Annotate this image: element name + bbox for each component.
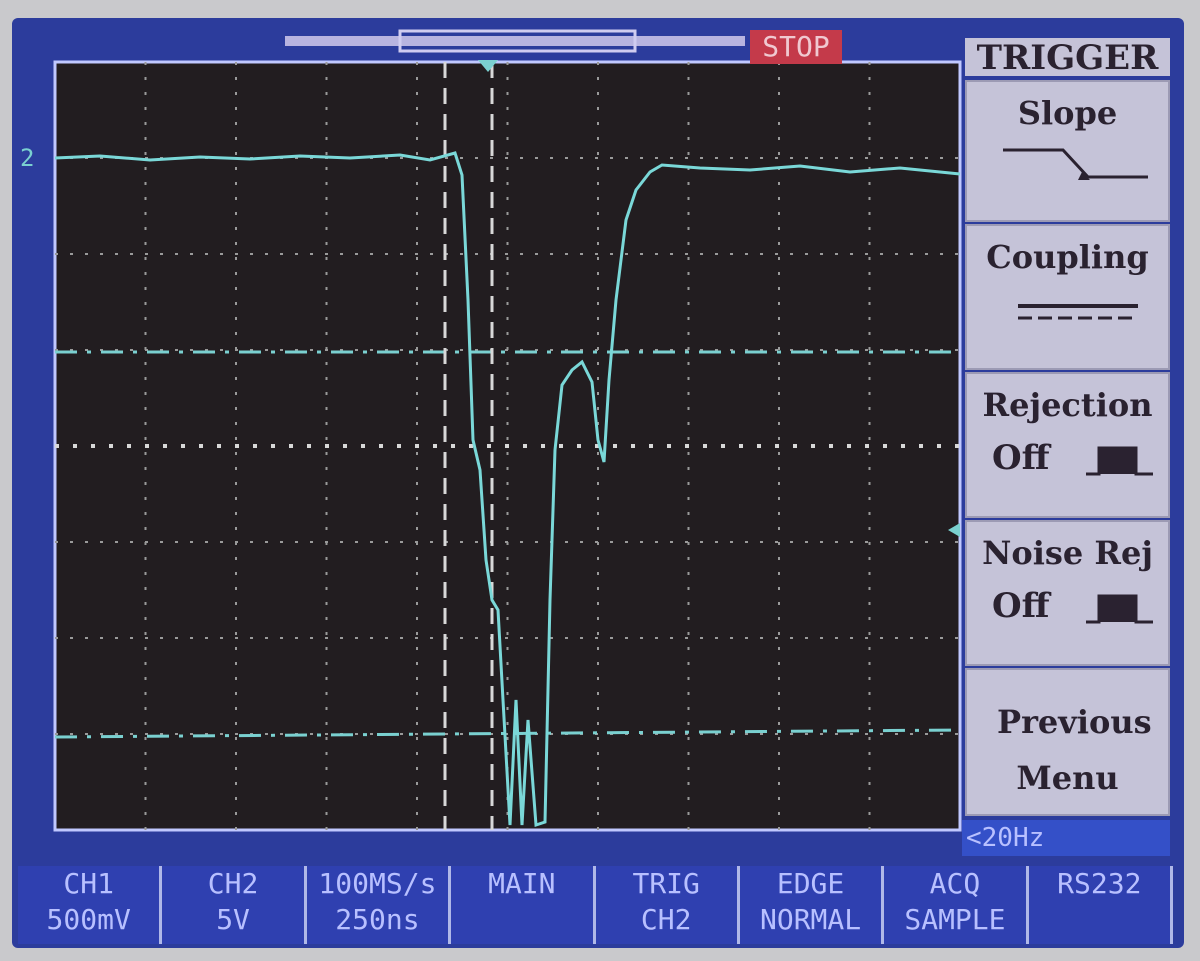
menu-label: Noise Rej (967, 534, 1168, 572)
menu-label: Coupling (967, 238, 1168, 276)
record-bar (285, 36, 745, 46)
channel-marker: 2 (20, 144, 34, 172)
menu-button[interactable]: Noise Rej Off (965, 520, 1170, 666)
status-text: CH1 (18, 866, 159, 902)
status-text: 250ns (307, 902, 448, 938)
status-text: EDGE (740, 866, 881, 902)
status-text: TRIG (596, 866, 737, 902)
status-text: NORMAL (740, 902, 881, 938)
menu-value: Off (992, 438, 1050, 478)
status-text: ACQ (884, 866, 1025, 902)
menu-button[interactable]: Slope (965, 80, 1170, 222)
menu-button[interactable]: Coupling (965, 224, 1170, 370)
menu-title: TRIGGER (965, 38, 1170, 76)
status-text: CH2 (162, 866, 303, 902)
status-text: CH2 (596, 902, 737, 938)
status-cell: RS232 (1029, 866, 1173, 944)
menu-value: Off (992, 586, 1050, 626)
status-text: 100MS/s (307, 866, 448, 902)
status-text: 500mV (18, 902, 159, 938)
status-text: MAIN (451, 866, 592, 902)
status-text: 5V (162, 902, 303, 938)
pulse-icon (1081, 588, 1161, 628)
menu-button[interactable]: Rejection Off (965, 372, 1170, 518)
status-text: RS232 (1029, 866, 1170, 902)
pulse-icon (1081, 440, 1161, 480)
slope-icon (978, 132, 1158, 192)
status-cell: MAIN (451, 866, 595, 944)
acquisition-status: STOP (750, 30, 842, 64)
oscilloscope-screen: 2 STOP TRIGGER Slope Coupling Rejection … (0, 0, 1200, 961)
menu-label: Slope (967, 94, 1168, 132)
status-text: SAMPLE (884, 902, 1025, 938)
trigger-frequency: <20Hz (962, 820, 1170, 856)
menu-label: Previous Menu (967, 694, 1168, 806)
coupling-icon (978, 276, 1158, 336)
menu-button[interactable]: Previous Menu (965, 668, 1170, 816)
menu-label: Rejection (967, 386, 1168, 424)
